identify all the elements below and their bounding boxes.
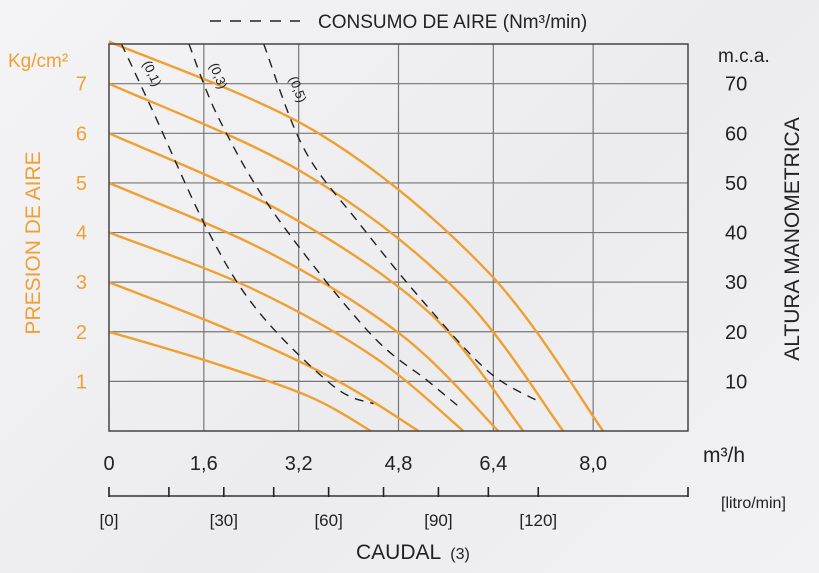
x-axis-unit: m³/h (703, 444, 745, 467)
air-consumption-curves (120, 43, 539, 407)
right-y-tick-label: 30 (725, 272, 747, 294)
x-tick-label: 0 (103, 453, 114, 475)
x-axis-title: CAUDAL (3) (356, 541, 470, 564)
x-tick-label: 4,8 (385, 453, 413, 475)
x-tick-label: 6,4 (479, 453, 507, 475)
secondary-axis-unit: [litro/min] (721, 495, 786, 512)
left-axis-unit: Kg/cm² (8, 51, 68, 72)
air-consumption-curve (263, 43, 539, 402)
secondary-axis-ticks: [0] [30] [60] [90] [120] (100, 487, 689, 530)
left-y-tick-label: 3 (76, 272, 87, 294)
pressure-curve (108, 181, 500, 432)
right-y-tick-label: 20 (725, 322, 747, 344)
left-axis-title: PRESION DE AIRE (22, 151, 45, 334)
right-y-tick-label: 50 (725, 173, 747, 195)
right-y-tick-label: 40 (725, 223, 747, 245)
left-y-tick-label: 1 (76, 371, 87, 393)
left-y-tick-label: 6 (76, 123, 87, 145)
x-axis-title-main: CAUDAL (356, 541, 441, 564)
right-y-tick-label: 60 (725, 123, 747, 145)
pressure-curve (108, 82, 565, 432)
pressure-curve (108, 231, 465, 432)
left-y-tick-label: 5 (76, 173, 87, 195)
secondary-tick-label: [0] (100, 511, 119, 530)
secondary-tick-label: [90] (424, 511, 452, 530)
right-y-tick-label: 10 (725, 371, 747, 393)
secondary-tick-label: [30] (210, 511, 238, 530)
pressure-curve (108, 40, 605, 432)
x-tick-label: 8,0 (579, 453, 607, 475)
left-y-tick-label: 7 (76, 74, 87, 96)
air-consumption-label: (0,5) (286, 74, 310, 104)
secondary-tick-label: [120] (519, 511, 557, 530)
air-consumption-curve (188, 43, 459, 407)
x-tick-label: 3,2 (285, 453, 313, 475)
left-y-tick-label: 2 (76, 322, 87, 344)
x-axis-title-note: (3) (450, 546, 470, 563)
grid (109, 44, 688, 431)
tick-labels: 0 1,6 3,2 4,8 6,4 8,0 1 2 3 4 5 6 7 10 20 30 40 50 60 70 (76, 74, 747, 475)
pressure-curve (108, 132, 525, 432)
left-y-tick-label: 4 (76, 223, 87, 245)
pressure-curve (108, 330, 372, 433)
x-tick-label: 1,6 (190, 453, 218, 475)
air-consumption-label: (0,3) (207, 61, 231, 91)
pressure-curve (108, 281, 420, 433)
air-consumption-curve (120, 43, 374, 405)
legend-text: CONSUMO DE AIRE (Nm³/min) (318, 12, 587, 33)
secondary-tick-label: [60] (314, 511, 342, 530)
right-y-tick-label: 70 (725, 74, 747, 96)
pressure-curves (108, 40, 605, 433)
air-consumption-labels: (0,1) (0,3) (0,5) (140, 58, 310, 104)
right-axis-unit: m.c.a. (718, 46, 770, 67)
right-axis-title: ALTURA MANOMETRICA (781, 117, 804, 360)
plot-frame (108, 43, 689, 432)
